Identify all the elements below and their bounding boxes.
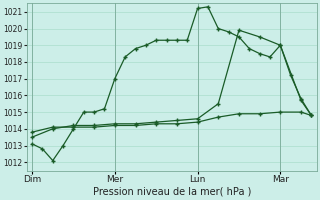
X-axis label: Pression niveau de la mer( hPa ): Pression niveau de la mer( hPa ) xyxy=(92,187,251,197)
